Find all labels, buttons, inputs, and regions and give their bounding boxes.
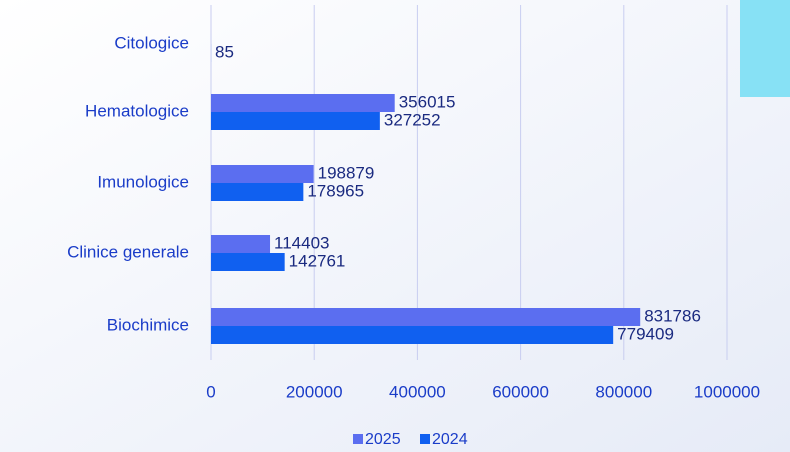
legend-swatch	[420, 434, 430, 444]
value-label: 831786	[644, 306, 701, 325]
value-label: 114403	[274, 233, 329, 252]
x-tick-label: 0	[206, 382, 215, 401]
x-tick-label: 800000	[595, 382, 652, 401]
y-tick-label: Clinice generale	[67, 242, 189, 261]
bar	[211, 183, 304, 201]
x-tick-label: 200000	[286, 382, 343, 401]
x-tick-label: 1000000	[694, 382, 760, 401]
bar	[211, 112, 380, 130]
value-label: 85	[215, 42, 234, 61]
legend-swatch	[353, 434, 363, 444]
value-label: 779409	[617, 324, 674, 343]
bar	[211, 165, 314, 183]
legend-label: 2025	[365, 431, 401, 448]
value-label: 178965	[307, 181, 364, 200]
value-label: 356015	[399, 92, 456, 111]
y-tick-label: Citologice	[114, 33, 189, 52]
bar	[211, 308, 641, 326]
plot: 0 200000 400000 600000 800000 1000000 Citologi…	[67, 5, 760, 448]
legend-label: 2024	[432, 431, 468, 448]
bar	[211, 235, 271, 253]
y-tick-label: Imunologice	[97, 172, 189, 191]
decor-block	[740, 0, 790, 97]
x-tick-label: 600000	[492, 382, 549, 401]
value-label: 142761	[289, 251, 346, 270]
bar	[211, 326, 614, 344]
y-tick-label: Biochimice	[107, 315, 189, 334]
value-label: 327252	[384, 110, 441, 129]
value-label: 198879	[318, 163, 375, 182]
bar	[211, 253, 285, 271]
bar	[211, 94, 395, 112]
x-tick-label: 400000	[389, 382, 446, 401]
y-tick-label: Hematologice	[85, 101, 189, 120]
